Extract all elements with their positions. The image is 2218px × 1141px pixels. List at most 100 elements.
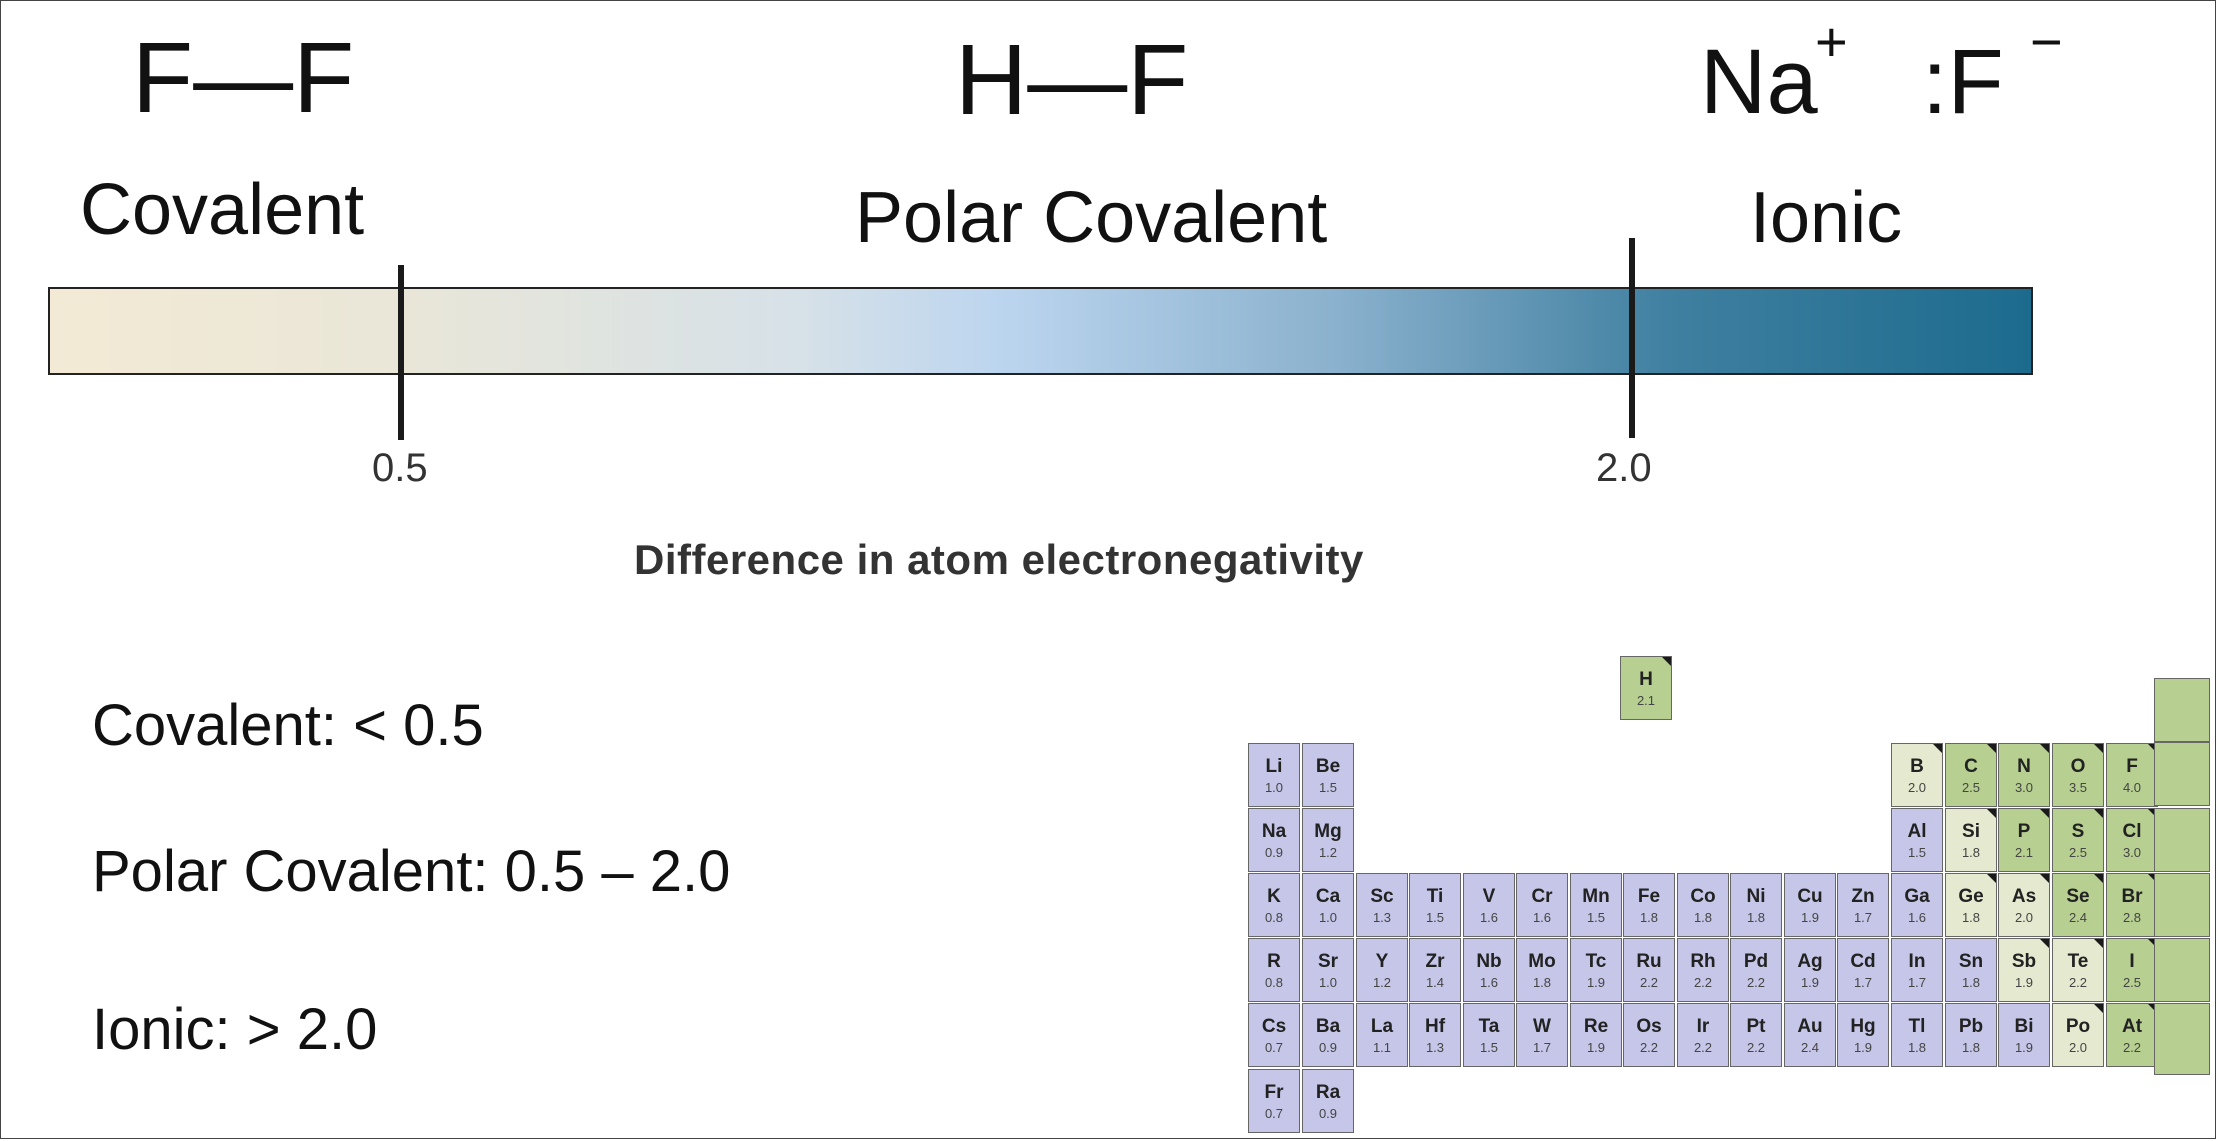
element-electronegativity: 2.5 bbox=[1961, 780, 1981, 795]
element-electronegativity: 1.5 bbox=[1907, 845, 1927, 860]
element-symbol: Pt bbox=[1746, 1016, 1766, 1037]
element-electronegativity: 2.1 bbox=[2014, 845, 2034, 860]
element-electronegativity: 1.5 bbox=[1479, 1040, 1499, 1055]
element-cell-na: Na 0.9 bbox=[1248, 808, 1300, 872]
element-cell-cu: Cu 1.9 bbox=[1784, 873, 1836, 937]
element-symbol: K bbox=[1267, 886, 1281, 907]
corner-marker bbox=[1987, 874, 1996, 883]
corner-marker bbox=[1987, 809, 1996, 818]
electronegativity-gradient-bar bbox=[48, 287, 2033, 375]
element-electronegativity: 1.8 bbox=[1961, 975, 1981, 990]
element-cell-y: Y 1.2 bbox=[1356, 938, 1408, 1002]
element-symbol: At bbox=[2121, 1016, 2143, 1037]
element-electronegativity: 1.5 bbox=[1425, 910, 1445, 925]
element-symbol: Zr bbox=[1425, 951, 1445, 972]
element-cell-ba: Ba 0.9 bbox=[1302, 1003, 1354, 1067]
element-symbol: C bbox=[1964, 756, 1978, 777]
element-electronegativity: 0.7 bbox=[1264, 1040, 1284, 1055]
element-cell-be: Be 1.5 bbox=[1302, 743, 1354, 807]
element-symbol: V bbox=[1482, 886, 1496, 907]
sodium-ion: Na bbox=[1700, 31, 1818, 133]
element-symbol: Na bbox=[1261, 821, 1287, 842]
element-symbol: Be bbox=[1315, 756, 1341, 777]
element-symbol: Re bbox=[1583, 1016, 1609, 1037]
element-electronegativity: 2.4 bbox=[1800, 1040, 1820, 1055]
tick-label-2-0: 2.0 bbox=[1596, 446, 1652, 490]
element-symbol: Sb bbox=[2011, 951, 2037, 972]
element-symbol: Hg bbox=[1850, 1016, 1876, 1037]
element-cell-ru: Ru 2.2 bbox=[1623, 938, 1675, 1002]
corner-marker bbox=[2094, 939, 2103, 948]
element-electronegativity: 1.9 bbox=[2014, 975, 2034, 990]
element-electronegativity: 1.0 bbox=[1264, 780, 1284, 795]
element-symbol: Fe bbox=[1637, 886, 1661, 907]
element-cell-tl: Tl 1.8 bbox=[1891, 1003, 1943, 1067]
element-symbol: Mo bbox=[1528, 951, 1556, 972]
element-electronegativity: 1.4 bbox=[1425, 975, 1445, 990]
axis-title: Difference in atom electronegativity bbox=[634, 536, 1364, 583]
element-symbol: O bbox=[2070, 756, 2086, 777]
element-symbol: Hf bbox=[1424, 1016, 1446, 1037]
label-polar-covalent: Polar Covalent bbox=[855, 178, 1328, 258]
label-covalent: Covalent bbox=[80, 170, 365, 250]
element-symbol: La bbox=[1370, 1016, 1394, 1037]
element-electronegativity: 0.9 bbox=[1318, 1106, 1338, 1121]
element-symbol: Zn bbox=[1851, 886, 1875, 907]
element-electronegativity: 2.2 bbox=[1746, 1040, 1766, 1055]
element-cell-hf: Hf 1.3 bbox=[1409, 1003, 1461, 1067]
element-electronegativity: 2.0 bbox=[2014, 910, 2034, 925]
element-cell-la: La 1.1 bbox=[1356, 1003, 1408, 1067]
element-cell-h: H 2.1 bbox=[1620, 656, 1672, 720]
element-cell-p: P 2.1 bbox=[1998, 808, 2050, 872]
element-electronegativity: 1.9 bbox=[1800, 910, 1820, 925]
element-electronegativity: 1.9 bbox=[1800, 975, 1820, 990]
element-symbol: H bbox=[1639, 669, 1653, 690]
element-electronegativity: 1.9 bbox=[1586, 1040, 1606, 1055]
corner-marker bbox=[2040, 939, 2049, 948]
element-symbol: Sn bbox=[1958, 951, 1984, 972]
element-symbol: Au bbox=[1797, 1016, 1823, 1037]
element-cell-bi: Bi 1.9 bbox=[1998, 1003, 2050, 1067]
element-electronegativity: 1.2 bbox=[1318, 845, 1338, 860]
element-electronegativity: 2.1 bbox=[1636, 693, 1656, 708]
element-electronegativity: 1.9 bbox=[1853, 1040, 1873, 1055]
element-electronegativity: 1.7 bbox=[1853, 975, 1873, 990]
element-symbol: Mg bbox=[1314, 821, 1342, 842]
element-symbol: Pb bbox=[1958, 1016, 1984, 1037]
element-cell-hg: Hg 1.9 bbox=[1837, 1003, 1889, 1067]
element-electronegativity: 1.5 bbox=[1318, 780, 1338, 795]
element-cell-sr: Sr 1.0 bbox=[1302, 938, 1354, 1002]
element-symbol: P bbox=[2017, 821, 2031, 842]
element-electronegativity: 1.8 bbox=[1961, 910, 1981, 925]
element-electronegativity: 1.7 bbox=[1532, 1040, 1552, 1055]
corner-marker bbox=[1662, 657, 1671, 666]
element-cell-n: N 3.0 bbox=[1998, 743, 2050, 807]
element-symbol: I bbox=[2129, 951, 2135, 972]
element-cell-w: W 1.7 bbox=[1516, 1003, 1568, 1067]
element-cell-f: F 4.0 bbox=[2106, 743, 2158, 807]
element-symbol: Cl bbox=[2122, 821, 2142, 842]
element-cell-b: B 2.0 bbox=[1891, 743, 1943, 807]
element-symbol: Mn bbox=[1582, 886, 1610, 907]
element-symbol: Cd bbox=[1850, 951, 1876, 972]
element-cell-au: Au 2.4 bbox=[1784, 1003, 1836, 1067]
corner-marker bbox=[2040, 744, 2049, 753]
hf-molecule: H—F bbox=[955, 24, 1189, 136]
element-symbol: Pd bbox=[1743, 951, 1769, 972]
element-electronegativity: 1.6 bbox=[1532, 910, 1552, 925]
element-electronegativity: 1.6 bbox=[1479, 910, 1499, 925]
element-electronegativity: 0.9 bbox=[1264, 845, 1284, 860]
element-cell-te: Te 2.2 bbox=[2052, 938, 2104, 1002]
element-cell-zn: Zn 1.7 bbox=[1837, 873, 1889, 937]
noble-gas-cell bbox=[2154, 873, 2210, 937]
element-symbol: Co bbox=[1690, 886, 1716, 907]
element-cell-r: R 0.8 bbox=[1248, 938, 1300, 1002]
ff-molecule: F—F bbox=[132, 22, 355, 134]
element-symbol: Br bbox=[2121, 886, 2143, 907]
element-cell-ra: Ra 0.9 bbox=[1302, 1069, 1354, 1133]
element-symbol: Tc bbox=[1585, 951, 1607, 972]
element-electronegativity: 1.8 bbox=[1532, 975, 1552, 990]
corner-marker bbox=[2148, 939, 2157, 948]
element-cell-si: Si 1.8 bbox=[1945, 808, 1997, 872]
element-symbol: Bi bbox=[2014, 1016, 2034, 1037]
